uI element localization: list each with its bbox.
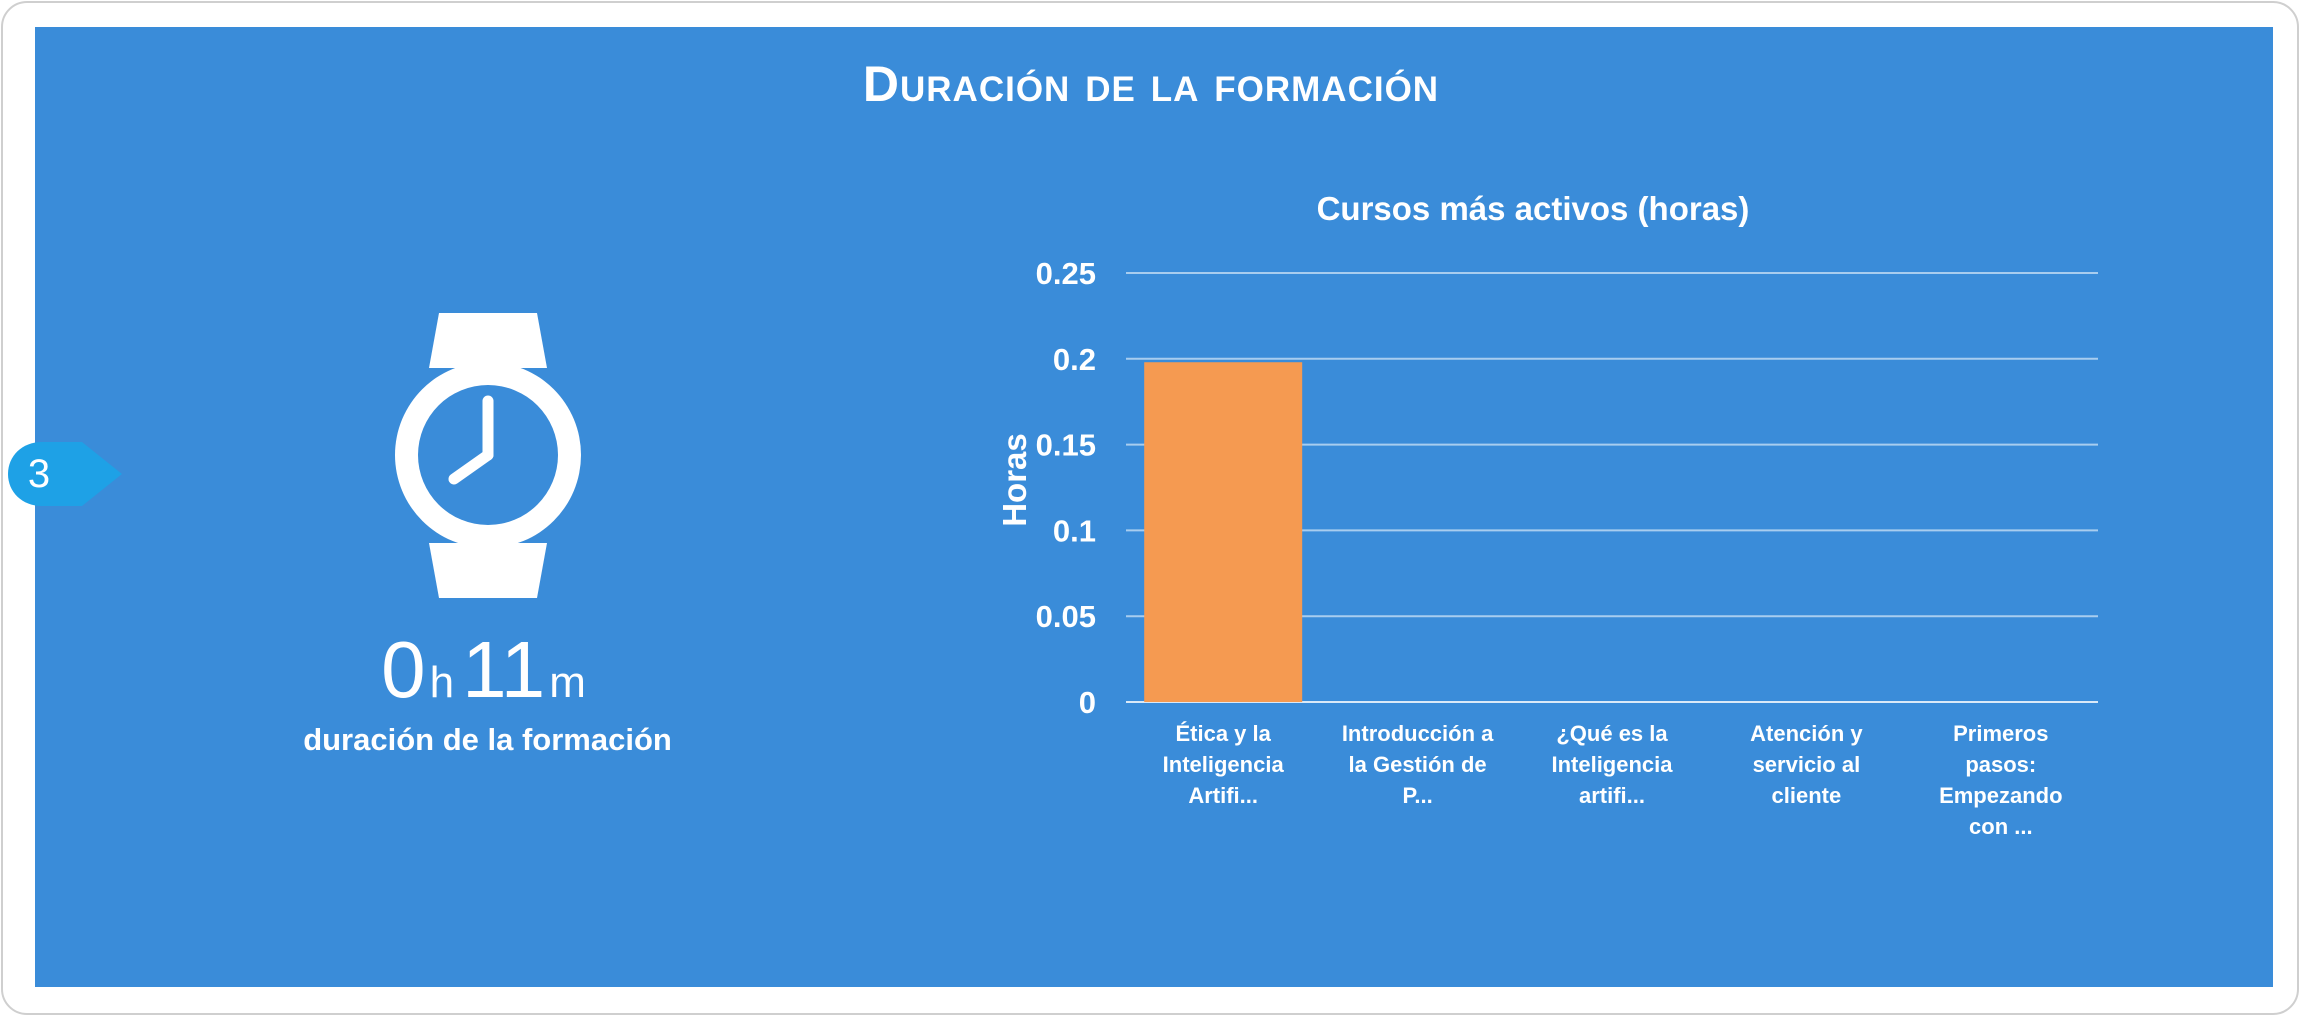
x-tick-label-line: con ...: [1969, 814, 2033, 839]
x-tick-label-line: artifi...: [1578, 783, 1645, 808]
x-tick-label-line: Artifi...: [1188, 783, 1259, 808]
x-tick-label: Introducción a la Gestión de P...: [1329, 718, 1507, 811]
x-tick-label-line: Empezando: [1939, 783, 2063, 808]
x-tick-label-line: la Gestión de: [1348, 752, 1487, 777]
chart-title: Cursos más activos (horas): [1316, 190, 1750, 227]
y-tick-label: 0.1: [1053, 513, 1096, 548]
step-marker-number: 3: [27, 452, 51, 496]
x-tick-label: Primeros pasos: Empezando con ...: [1912, 718, 2090, 842]
total-duration: 0h 11m: [185, 630, 790, 710]
panel-title: Duración de la formación: [862, 56, 1440, 112]
x-tick-label-line: P...: [1402, 783, 1433, 808]
duration-hours-unit: h: [429, 658, 455, 707]
x-tick-label-line: Atención y: [1750, 721, 1863, 746]
x-tick-label-line: Ética y la: [1175, 721, 1271, 746]
x-tick-label: Atención y servicio al cliente: [1717, 718, 1895, 811]
x-tick-label: ¿Qué es la Inteligencia artifi...: [1523, 718, 1701, 811]
watch-icon: [395, 313, 581, 598]
y-tick-label: 0.2: [1053, 342, 1096, 377]
x-tick-label-line: servicio al: [1752, 752, 1861, 777]
duration-hours: 0: [381, 625, 426, 714]
y-tick-label: 0.25: [1036, 256, 1096, 291]
y-tick-label: 0: [1079, 685, 1096, 720]
y-tick-label: 0.05: [1036, 599, 1096, 634]
x-tick-label-line: Inteligencia: [1551, 752, 1673, 777]
x-tick-label-line: Introducción a: [1341, 721, 1494, 746]
x-tick-label-line: Primeros: [1953, 721, 2049, 746]
x-tick-label-line: Inteligencia: [1162, 752, 1284, 777]
x-tick-label-line: pasos:: [1965, 752, 2037, 777]
x-tick-label: Ética y la Inteligencia Artifi...: [1134, 718, 1312, 811]
x-tick-label-line: ¿Qué es la: [1556, 721, 1668, 746]
duration-minutes-unit: m: [549, 658, 586, 707]
x-tick-label-line: cliente: [1771, 783, 1842, 808]
duration-label: duración de la formación: [303, 722, 672, 757]
step-marker: [8, 442, 122, 506]
y-tick-label: 0.15: [1036, 428, 1096, 463]
duration-minutes: 11: [462, 625, 546, 714]
bar[interactable]: [1144, 362, 1303, 702]
